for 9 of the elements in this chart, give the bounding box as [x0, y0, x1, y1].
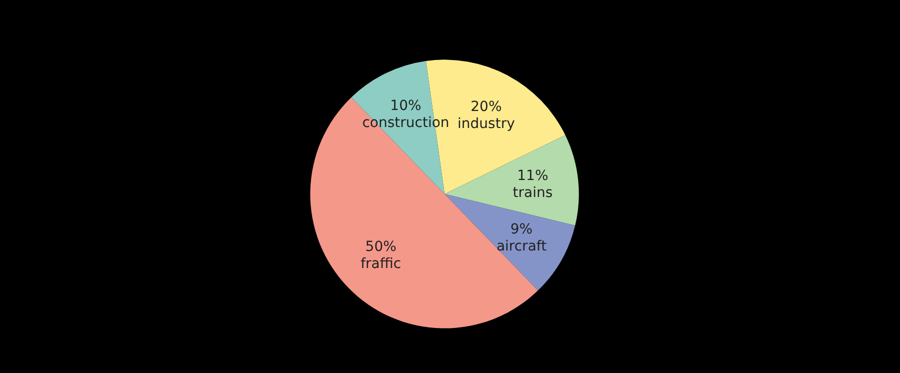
data-label: 9%	[510, 222, 533, 238]
slice-label: trains	[512, 184, 553, 201]
slice-label: aircraft	[496, 238, 548, 255]
data-label: 50%	[365, 239, 396, 256]
slice-label: industry	[458, 116, 515, 132]
slice-label: fraffic	[360, 256, 402, 272]
data-label: 20%	[470, 99, 502, 116]
data-label: 11%	[517, 168, 548, 184]
data-label: 10%	[390, 98, 422, 114]
